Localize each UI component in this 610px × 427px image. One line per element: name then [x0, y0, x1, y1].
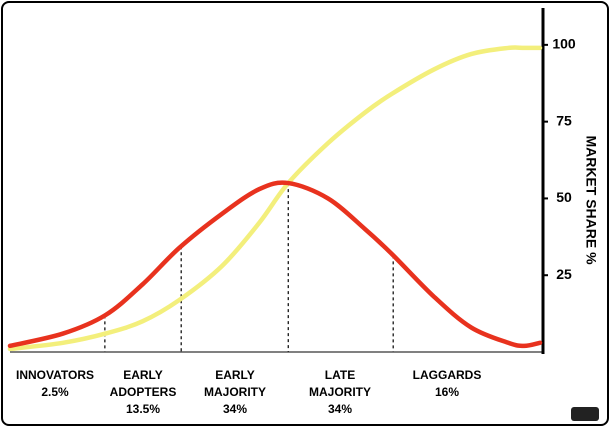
y-tick-label: 25 — [556, 266, 572, 282]
segment-share: 34% — [327, 402, 353, 416]
segment-label: EARLY ADOPTERS 13.5% — [88, 367, 198, 418]
curve — [7, 180, 543, 349]
segment-share: 13.5% — [125, 402, 161, 416]
segment-label: INNOVATORS 2.5% — [0, 367, 110, 401]
y-tick-label: 75 — [556, 112, 572, 128]
segment-label: EARLY MAJORITY 34% — [180, 367, 290, 418]
segment-name: INNOVATORS — [15, 368, 94, 382]
segment-name: LATE MAJORITY — [308, 368, 371, 399]
segment-share: 16% — [434, 385, 460, 399]
segment-name: EARLY MAJORITY — [203, 368, 266, 399]
curve — [7, 45, 543, 352]
segment-label: LATE MAJORITY 34% — [285, 367, 395, 418]
segment-name: EARLY ADOPTERS — [109, 368, 177, 399]
segment-share: 2.5% — [41, 385, 69, 399]
y-tick-label: 50 — [556, 189, 572, 205]
segment-name: LAGGARDS — [412, 368, 482, 382]
segment-share: 34% — [222, 402, 248, 416]
segment-label: LAGGARDS 16% — [392, 367, 502, 401]
y-axis-label: MARKET SHARE % — [583, 135, 599, 265]
y-tick-label: 100 — [552, 36, 576, 52]
logo — [571, 407, 599, 421]
